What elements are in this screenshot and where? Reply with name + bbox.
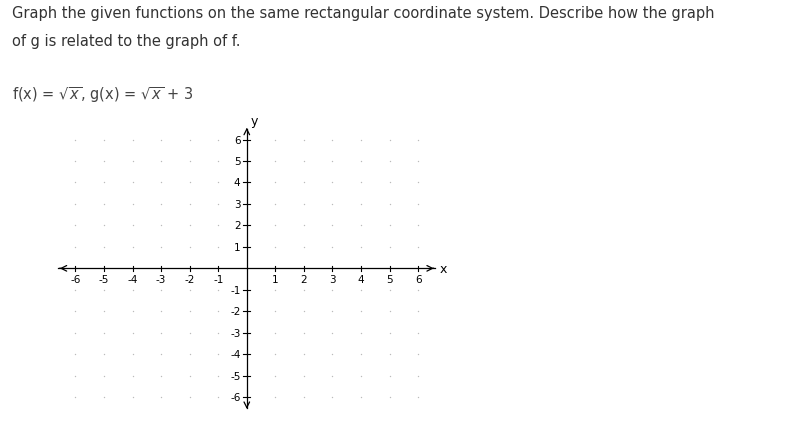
Text: -4: -4 bbox=[230, 349, 240, 359]
Text: -1: -1 bbox=[230, 285, 240, 295]
Text: 5: 5 bbox=[386, 275, 393, 285]
Text: -5: -5 bbox=[98, 275, 110, 285]
Text: -4: -4 bbox=[128, 275, 138, 285]
Text: 3: 3 bbox=[329, 275, 336, 285]
Text: 4: 4 bbox=[234, 178, 240, 188]
Text: 1: 1 bbox=[234, 242, 240, 252]
Text: -6: -6 bbox=[230, 392, 240, 402]
Text: y: y bbox=[251, 115, 258, 128]
Text: 2: 2 bbox=[300, 275, 307, 285]
Text: Graph the given functions on the same rectangular coordinate system. Describe ho: Graph the given functions on the same re… bbox=[12, 6, 714, 21]
Text: of g is related to the graph of f.: of g is related to the graph of f. bbox=[12, 34, 240, 49]
Text: 5: 5 bbox=[234, 157, 240, 167]
Text: -1: -1 bbox=[213, 275, 224, 285]
Text: 4: 4 bbox=[358, 275, 364, 285]
Text: -3: -3 bbox=[230, 328, 240, 338]
Text: -3: -3 bbox=[156, 275, 166, 285]
Text: 6: 6 bbox=[414, 275, 422, 285]
Text: 6: 6 bbox=[234, 135, 240, 145]
Text: -2: -2 bbox=[230, 307, 240, 317]
Text: -5: -5 bbox=[230, 371, 240, 381]
Text: -6: -6 bbox=[70, 275, 80, 285]
Text: x: x bbox=[440, 262, 447, 275]
Text: f(x) = $\sqrt{x}$, g(x) = $\sqrt{x}$ + 3: f(x) = $\sqrt{x}$, g(x) = $\sqrt{x}$ + 3 bbox=[12, 85, 194, 105]
Text: 3: 3 bbox=[234, 199, 240, 210]
Text: 1: 1 bbox=[272, 275, 279, 285]
Text: 2: 2 bbox=[234, 221, 240, 231]
Text: -2: -2 bbox=[184, 275, 195, 285]
